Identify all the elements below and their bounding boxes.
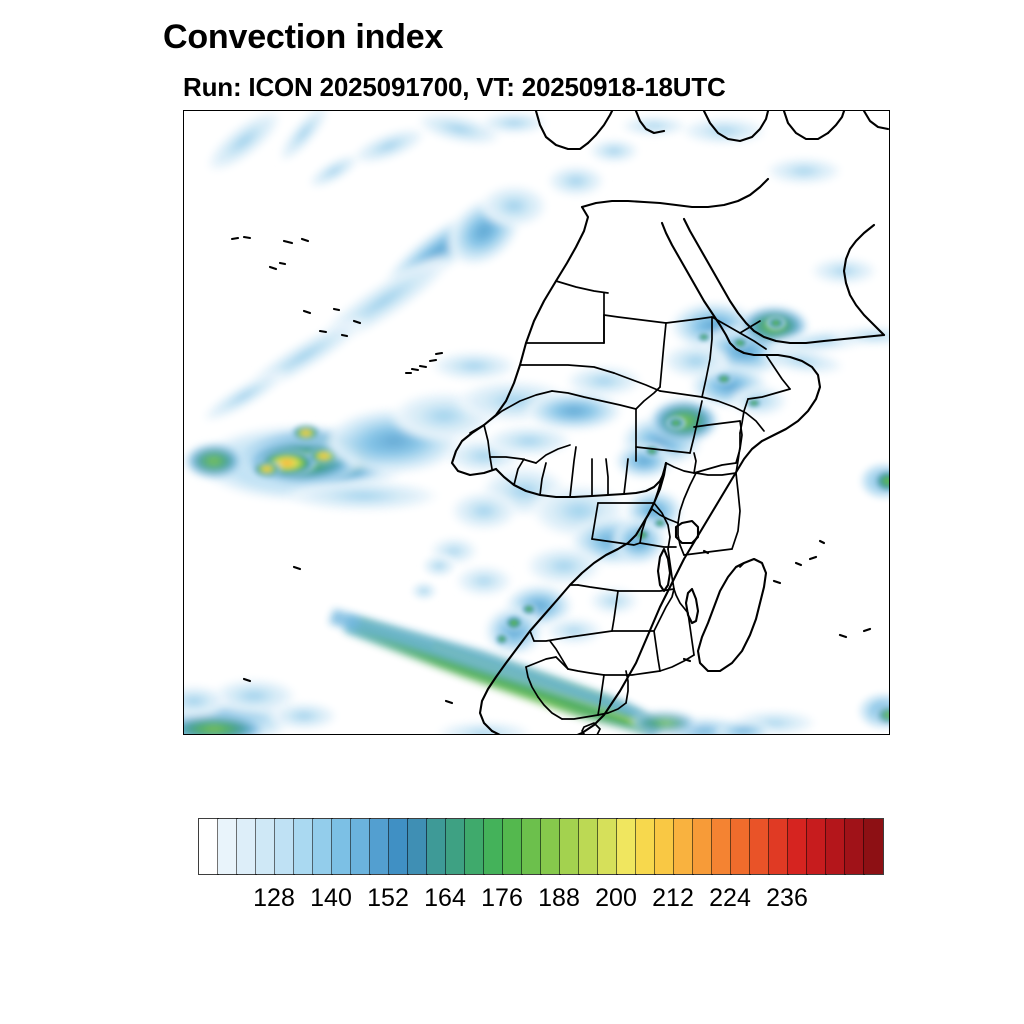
colorbar-cell-20 <box>578 818 599 875</box>
colorbar-cell-3 <box>255 818 276 875</box>
colorbar-cell-14 <box>464 818 485 875</box>
colorbar-cell-23 <box>635 818 656 875</box>
x-tick-top-10e <box>498 110 500 111</box>
colorbar-cell-11 <box>407 818 428 875</box>
x-tick-top-50e <box>812 110 814 111</box>
x-tick-top-10w <box>341 110 343 111</box>
colorbar-cell-34 <box>844 818 865 875</box>
x-tick-top-30e <box>655 110 657 111</box>
colorbar-cell-21 <box>597 818 618 875</box>
map-clip <box>184 111 889 734</box>
colorbar-cell-26 <box>692 818 713 875</box>
colorbar-cell-10 <box>388 818 409 875</box>
colorbar-cell-15 <box>483 818 504 875</box>
colorbar-cell-31 <box>787 818 808 875</box>
colorbar-cell-4 <box>274 818 295 875</box>
convection-map <box>184 111 889 734</box>
x-tick-top-20w <box>263 110 265 111</box>
colorbar-cell-18 <box>540 818 561 875</box>
y-tick-10s <box>183 501 184 503</box>
colorbar-cell-22 <box>616 818 637 875</box>
colorbar-label-176: 176 <box>481 884 523 912</box>
colorbar-label-212: 212 <box>652 884 694 912</box>
x-tick-top-0 <box>419 110 421 111</box>
colorbar-cell-17 <box>521 818 542 875</box>
colorbar-cell-16 <box>502 818 523 875</box>
colorbar-label-128: 128 <box>253 884 295 912</box>
colorbar-label-224: 224 <box>709 884 751 912</box>
y-tick-0 <box>183 423 184 425</box>
convection-field <box>184 111 889 734</box>
y-tick-20n <box>183 267 184 269</box>
colorbar[interactable] <box>198 818 884 875</box>
colorbar-cell-19 <box>559 818 580 875</box>
colorbar-cell-27 <box>711 818 732 875</box>
colorbar-cell-2 <box>236 818 257 875</box>
colorbar-cell-1 <box>217 818 238 875</box>
colorbar-cell-33 <box>825 818 846 875</box>
colorbar-label-236: 236 <box>766 884 808 912</box>
colorbar-label-152: 152 <box>367 884 409 912</box>
x-tick-top-20e <box>577 110 579 111</box>
colorbar-cell-30 <box>768 818 789 875</box>
colorbar-label-188: 188 <box>538 884 580 912</box>
y-tick-20s <box>183 580 184 582</box>
run-valid-time: Run: ICON 2025091700, VT: 20250918-18UTC <box>183 72 726 102</box>
colorbar-label-200: 200 <box>595 884 637 912</box>
colorbar-cell-9 <box>369 818 390 875</box>
colorbar-cell-13 <box>445 818 466 875</box>
colorbar-cell-25 <box>673 818 694 875</box>
colorbar-label-140: 140 <box>310 884 352 912</box>
colorbar-cell-24 <box>654 818 675 875</box>
colorbar-cell-8 <box>350 818 371 875</box>
colorbar-cell-12 <box>426 818 447 875</box>
colorbar-label-164: 164 <box>424 884 466 912</box>
colorbar-cell-28 <box>730 818 751 875</box>
country-borders <box>469 280 791 734</box>
y-tick-10n <box>183 345 184 347</box>
colorbar-cell-0 <box>198 818 219 875</box>
colorbar-cell-7 <box>331 818 352 875</box>
x-tick-top-40e <box>734 110 736 111</box>
colorbar-cell-5 <box>293 818 314 875</box>
colorbar-cell-6 <box>312 818 333 875</box>
y-tick-30n <box>183 189 184 191</box>
colorbar-cell-32 <box>806 818 827 875</box>
page-title: Convection index <box>163 18 444 56</box>
x-tick-top-30w <box>184 110 186 111</box>
colorbar-cell-29 <box>749 818 770 875</box>
colorbar-cell-35 <box>863 818 884 875</box>
map-panel[interactable]: 30N 0 30S 30W 0 30E 60E <box>183 110 890 735</box>
y-tick-30s <box>183 658 184 660</box>
